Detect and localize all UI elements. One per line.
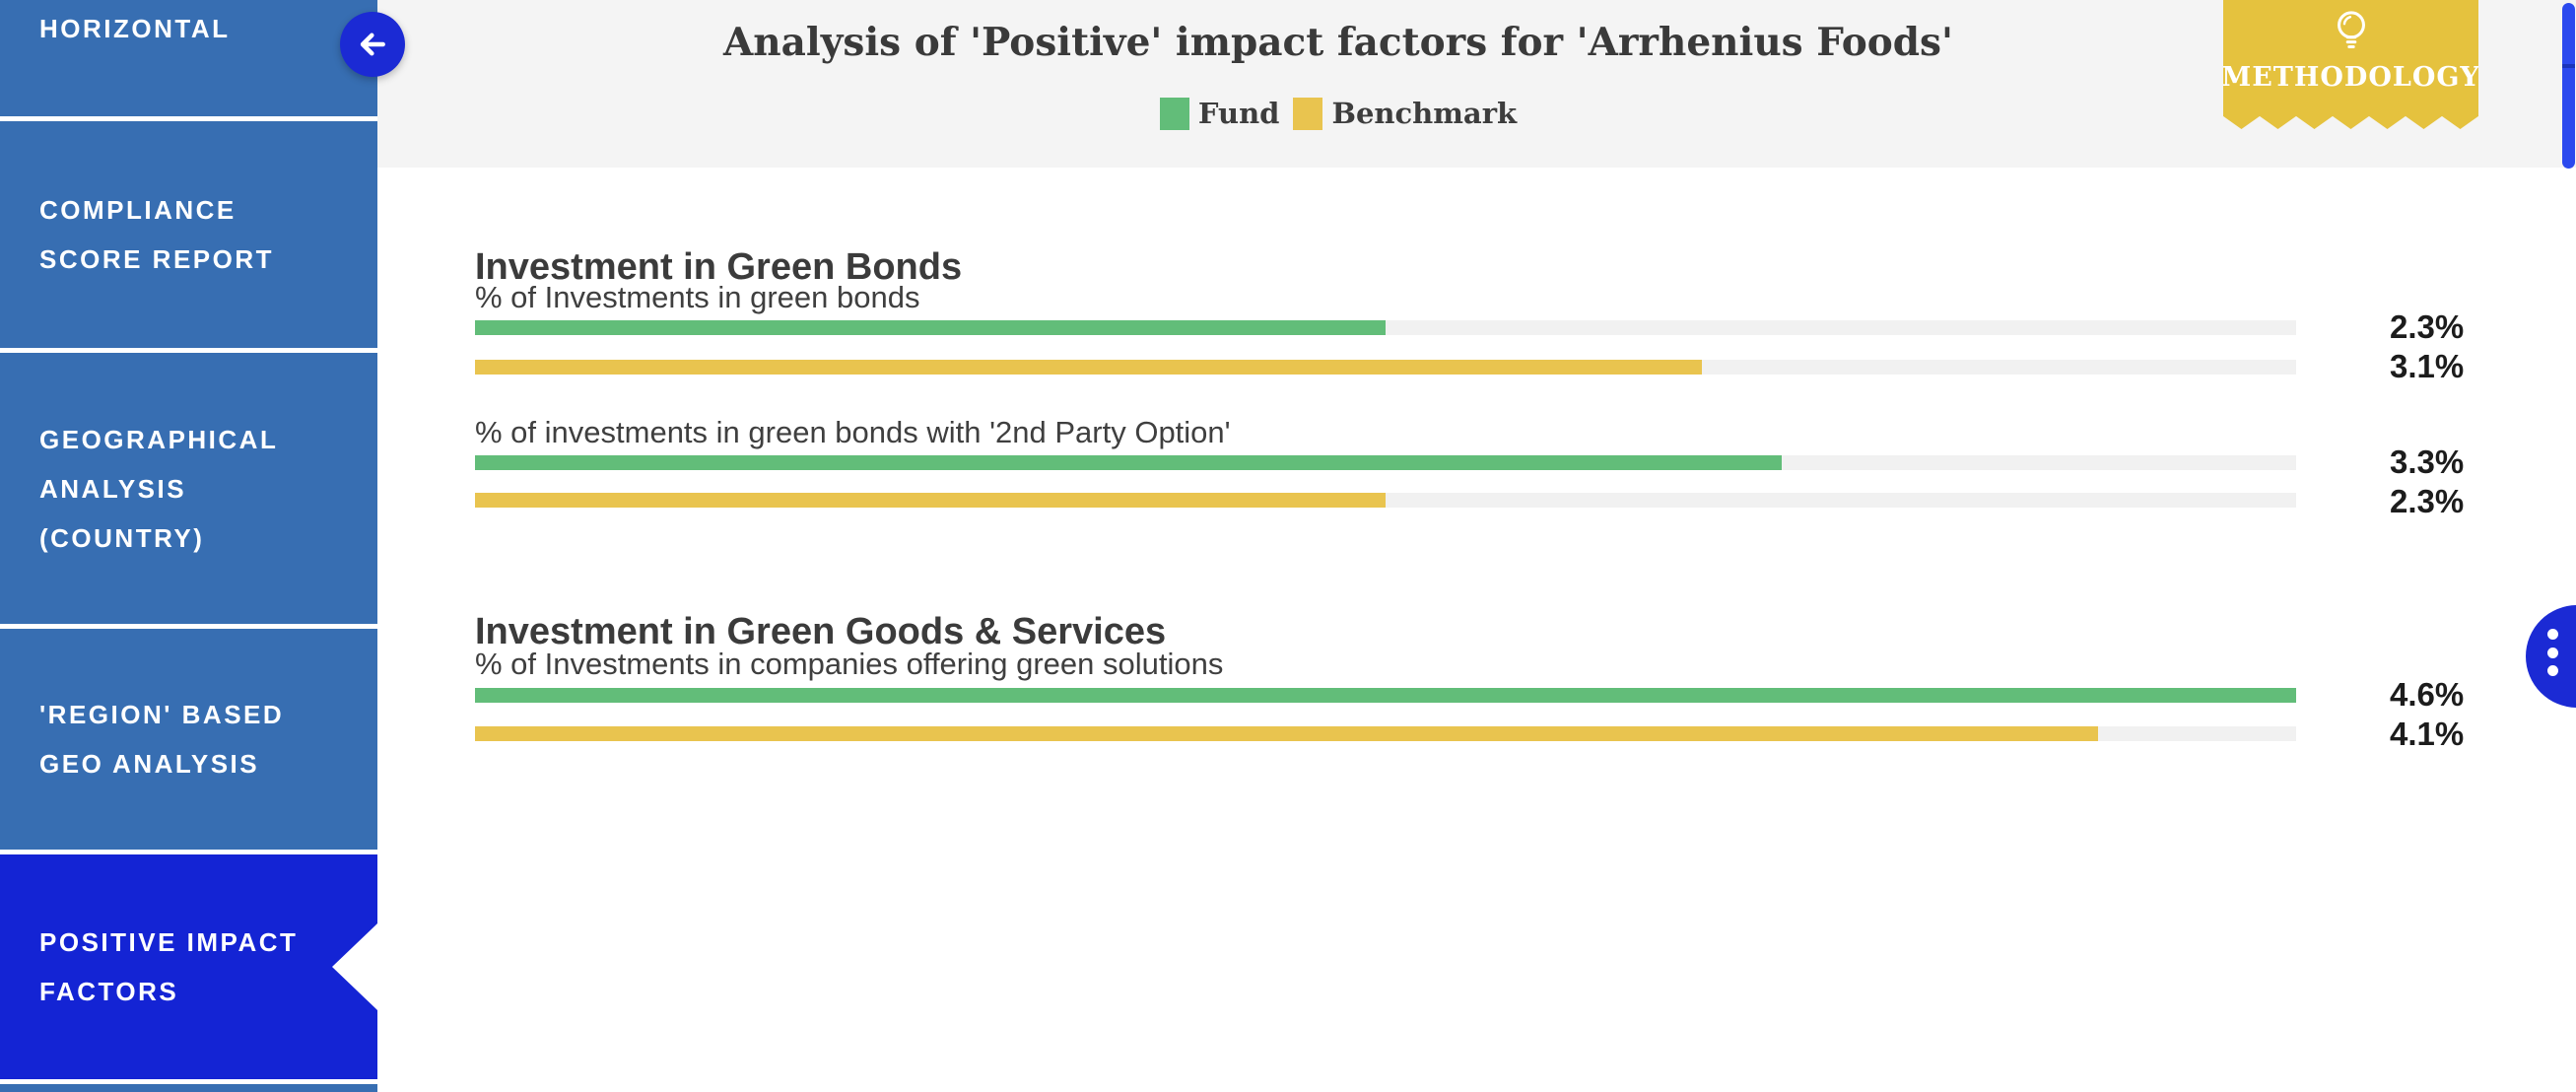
page-title: Analysis of 'Positive' impact factors fo… [723,20,1953,65]
benchmark-bar-fill [475,493,1386,508]
metric-label: % of Investments in green bonds [475,280,920,314]
fund-value: 4.6% [2390,676,2465,713]
benchmark-value: 2.3% [2390,483,2465,519]
fund-bar-fill [475,320,1386,335]
benchmark-bar-fill [475,726,2099,741]
metric-label: % of investments in green bonds with '2n… [475,415,1231,449]
sidebar-item-label: HORIZONTAL [39,14,231,43]
sidebar-item-horizontal[interactable]: HORIZONTAL [0,0,377,116]
fund-bar-fill [475,455,1782,470]
benchmark-swatch-icon [1293,97,1323,130]
active-item-notch [332,923,377,1010]
chart-legend: Fund Benchmark [377,97,2299,130]
fund-bar-track [475,455,2296,470]
benchmark-bar-track [475,726,2296,741]
sidebar-item-compliance-score-report[interactable]: COMPLIANCE SCORE REPORT [0,121,377,348]
fund-value: 2.3% [2390,308,2465,345]
fund-swatch-icon [1159,97,1189,130]
benchmark-bar-fill [475,360,1703,375]
fund-bar-fill [475,688,2296,703]
sidebar: HORIZONTAL COMPLIANCE SCORE REPORT GEOGR… [0,0,377,1092]
sidebar-item-label: GEOGRAPHICAL ANALYSIS (COUNTRY) [39,424,279,553]
methodology-label: METHODOLOGY [2221,62,2480,93]
sidebar-item-geographical-analysis-country[interactable]: GEOGRAPHICAL ANALYSIS (COUNTRY) [0,353,377,624]
section-heading: Investment in Green Bonds [475,245,963,288]
fund-bar-track [475,688,2296,703]
report-header: Analysis of 'Positive' impact factors fo… [377,0,2576,168]
more-options-button[interactable] [2526,605,2576,708]
sidebar-item-partial[interactable] [0,1084,377,1092]
benchmark-bar-track [475,493,2296,508]
sidebar-item-label: 'REGION' BASED GEO ANALYSIS [39,700,285,779]
legend-label: Fund [1197,97,1280,130]
fund-bar-track [475,320,2296,335]
legend-label: Benchmark [1331,97,1518,130]
back-button[interactable] [340,12,405,77]
metric-label: % of Investments in companies offering g… [475,647,1224,681]
scrollbar-thumb[interactable] [2562,3,2575,169]
fund-value: 3.3% [2390,444,2465,480]
benchmark-value: 4.1% [2390,716,2465,752]
methodology-ribbon-button[interactable]: METHODOLOGY [2223,0,2478,129]
benchmark-value: 3.1% [2390,348,2465,384]
section-heading: Investment in Green Goods & Services [475,610,1167,652]
sidebar-item-region-based-geo-analysis[interactable]: 'REGION' BASED GEO ANALYSIS [0,629,377,850]
sidebar-item-label: COMPLIANCE SCORE REPORT [39,195,275,274]
arrow-left-icon [360,33,385,56]
benchmark-bar-track [475,360,2296,375]
legend-item-benchmark: Benchmark [1293,97,1517,130]
legend-item-fund: Fund [1159,97,1280,130]
scrollbar-divider [2562,64,2575,68]
lightbulb-icon [2337,11,2365,49]
sidebar-item-positive-impact-factors-active[interactable]: POSITIVE IMPACT FACTORS [0,854,377,1079]
sidebar-item-label: POSITIVE IMPACT FACTORS [39,927,299,1006]
